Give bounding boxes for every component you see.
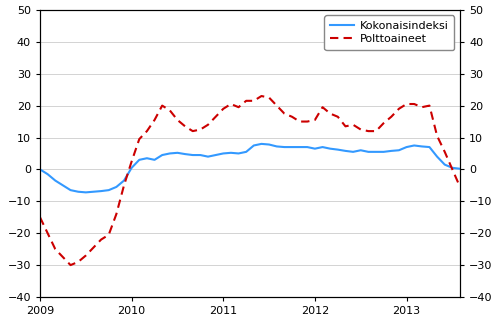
Polttoaineet — [198, 128, 203, 132]
Kokonaisindeksi — [198, 153, 203, 157]
Kokonaisindeksi — [457, 167, 463, 171]
Polttoaineet — [312, 118, 318, 122]
Polttoaineet — [37, 215, 43, 219]
Kokonaisindeksi — [373, 150, 379, 154]
Line: Polttoaineet: Polttoaineet — [40, 96, 460, 265]
Kokonaisindeksi — [258, 142, 264, 146]
Polttoaineet — [373, 129, 379, 133]
Kokonaisindeksi — [44, 172, 51, 176]
Kokonaisindeksi — [83, 190, 89, 194]
Kokonaisindeksi — [312, 147, 318, 150]
Kokonaisindeksi — [327, 147, 333, 150]
Polttoaineet — [289, 115, 295, 119]
Polttoaineet — [457, 185, 463, 189]
Polttoaineet — [327, 112, 333, 115]
Polttoaineet — [68, 263, 73, 267]
Polttoaineet — [44, 231, 51, 235]
Kokonaisindeksi — [37, 167, 43, 171]
Polttoaineet — [258, 94, 264, 98]
Legend: Kokonaisindeksi, Polttoaineet: Kokonaisindeksi, Polttoaineet — [324, 16, 454, 50]
Kokonaisindeksi — [289, 145, 295, 149]
Line: Kokonaisindeksi: Kokonaisindeksi — [40, 144, 460, 192]
